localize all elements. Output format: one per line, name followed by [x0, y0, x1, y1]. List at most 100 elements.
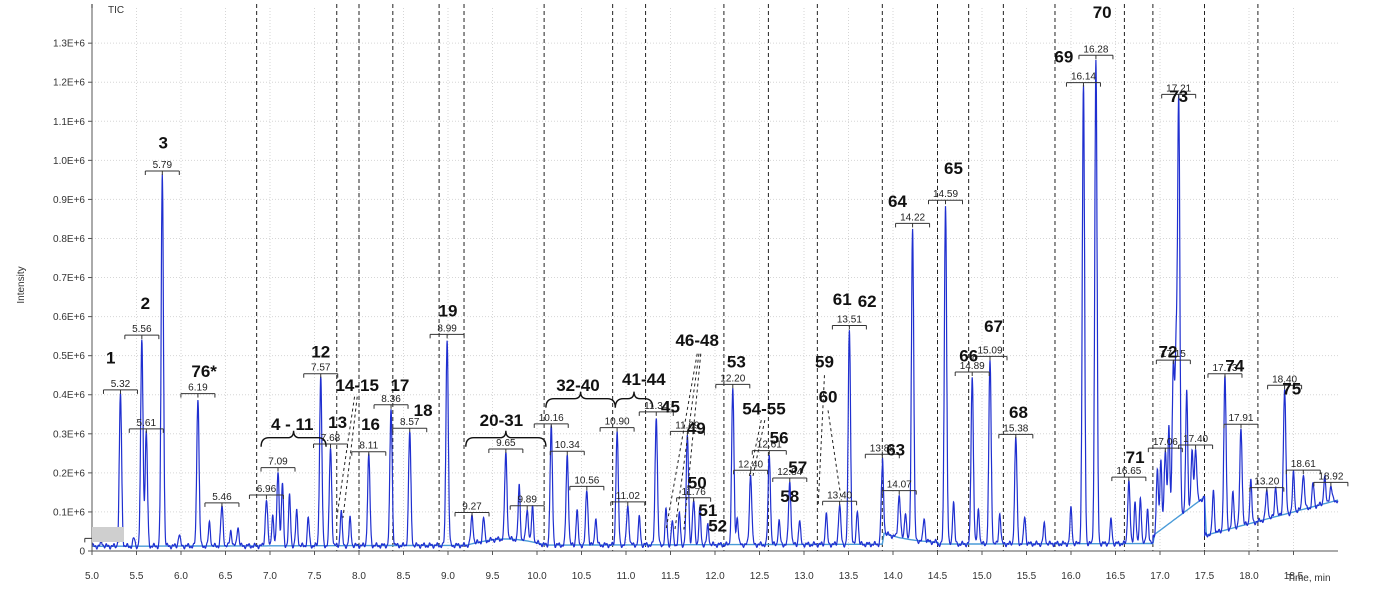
retention-time-marker: 10.90	[599, 417, 635, 432]
retention-time-label: 13.20	[1254, 477, 1279, 488]
leader-line	[336, 396, 356, 518]
y-tick-label: 0.8E+6	[53, 234, 85, 245]
x-tick-label: 17.5	[1195, 571, 1215, 582]
peak-number-label: 63	[886, 440, 905, 459]
peak-number-label: 56	[770, 429, 789, 448]
retention-time-label: 17.06	[1153, 437, 1178, 448]
retention-time-marker: 6.96	[248, 484, 284, 499]
retention-time-label: 8.11	[359, 441, 378, 452]
retention-time-marker: 16.28	[1078, 44, 1114, 60]
retention-time-marker: 10.56	[569, 475, 605, 491]
peak-number-label: 46-48	[675, 331, 718, 350]
retention-time-label: 18.92	[1318, 471, 1343, 482]
start-marker-box	[92, 527, 124, 542]
retention-time-marker: 17.06	[1147, 437, 1183, 453]
retention-time-marker: 5.61	[128, 418, 164, 433]
retention-time-label: 12.40	[738, 459, 763, 470]
x-tick-label: 5.5	[130, 571, 144, 582]
retention-time-marker: 17.40	[1178, 434, 1214, 450]
retention-time-marker: 11.02	[610, 491, 646, 506]
retention-time-marker: 11.69	[669, 420, 705, 436]
retention-time-label: 5.79	[153, 160, 173, 171]
retention-time-marker: 16.14	[1065, 72, 1101, 87]
label-layer: 0 0.1E+6 0.2E+6 0.3E+6 0.4E+6 0.5E+6 0.6E+6 0.7…	[53, 39, 1349, 582]
retention-time-marker: 8.57	[392, 417, 428, 433]
retention-time-marker: 6.19	[180, 383, 216, 398]
retention-time-marker: 14.07	[881, 480, 917, 495]
retention-time-label: 13.88	[870, 443, 895, 454]
retention-time-label: 7.57	[311, 363, 331, 374]
peak-number-label: 58	[780, 487, 799, 506]
retention-time-marker: 11.76	[676, 487, 712, 502]
x-tick-label: 13.5	[839, 571, 859, 582]
y-tick-label: 1.0E+6	[53, 156, 85, 167]
retention-time-marker: 14.22	[895, 212, 931, 228]
peak-number-label: 18	[414, 401, 433, 420]
retention-time-marker: 18.61	[1285, 459, 1321, 475]
peak-number-label: 20-31	[480, 411, 523, 430]
retention-time-label: 13.51	[837, 314, 862, 325]
retention-time-marker: 11.34	[638, 401, 674, 416]
x-tick-label: 10.5	[572, 571, 592, 582]
x-tick-label: 11.0	[617, 571, 636, 582]
leader-line	[342, 396, 358, 518]
peak-number-label: 4 - 11	[271, 415, 314, 434]
retention-time-label: 8.57	[400, 417, 420, 428]
x-tick-label: 14.5	[928, 571, 948, 582]
retention-time-marker: 9.65	[488, 438, 524, 454]
x-tick-label: 7.5	[308, 571, 322, 582]
y-tick-label: 0.4E+6	[53, 390, 85, 401]
retention-time-marker: 13.88	[864, 443, 900, 459]
x-tick-label: 9.0	[441, 571, 455, 582]
retention-time-label: 18.40	[1272, 374, 1297, 385]
x-tick-label: 8.0	[352, 571, 366, 582]
retention-time-marker: 13.20	[1249, 477, 1285, 492]
retention-time-label: 17.73	[1212, 363, 1237, 374]
y-tick-label: 0.3E+6	[53, 429, 85, 440]
peak-number-label: 74	[1225, 356, 1244, 375]
retention-time-marker: 8.36	[373, 394, 409, 409]
chart-title: TIC	[108, 5, 124, 16]
retention-time-label: 14.07	[887, 480, 912, 491]
x-tick-label: 11.5	[661, 571, 680, 582]
retention-time-marker: 12.20	[715, 373, 751, 389]
retention-time-label: 8.36	[381, 394, 401, 405]
retention-time-label: 17.15	[1161, 349, 1186, 360]
x-tick-label: 10.0	[527, 571, 547, 582]
retention-time-label: 9.65	[496, 438, 516, 449]
retention-time-label: 5.32	[111, 379, 131, 390]
retention-time-marker: 5.32	[102, 379, 138, 394]
peak-number-label: 61	[833, 290, 852, 309]
retention-time-label: 6.96	[257, 484, 277, 495]
peak-number-label: 66	[959, 347, 978, 366]
retention-time-label: 9.27	[462, 501, 482, 512]
peak-number-label: 52	[708, 516, 727, 535]
peak-number-label: 3	[158, 134, 167, 153]
x-tick-label: 13.0	[794, 571, 814, 582]
retention-time-marker: 9.89	[509, 495, 545, 510]
retention-time-label: 10.34	[555, 440, 580, 451]
retention-time-marker: 8.11	[351, 441, 387, 456]
retention-time-label: 11.69	[675, 420, 700, 431]
peak-number-label: 64	[888, 192, 907, 211]
peak-number-label: 16	[361, 415, 380, 434]
retention-time-label: 9.89	[517, 495, 537, 506]
peak-number-label: 68	[1009, 403, 1028, 422]
retention-time-marker: 17.21	[1161, 83, 1197, 99]
retention-time-label: 17.40	[1183, 434, 1208, 445]
retention-time-marker: 18.92	[1313, 471, 1349, 487]
x-axis-label: Time, min	[1287, 573, 1331, 584]
retention-time-marker: 16.65	[1111, 466, 1147, 482]
peak-number-label: 60	[819, 388, 838, 407]
peak-number-label: 54-55	[742, 399, 785, 418]
y-tick-label: 1.1E+6	[53, 117, 85, 128]
y-tick-label: 1.2E+6	[53, 78, 85, 89]
retention-time-marker: 10.34	[549, 440, 585, 456]
peak-number-label: 75	[1282, 380, 1301, 399]
x-tick-label: 18.0	[1239, 571, 1259, 582]
y-tick-label: 0.2E+6	[53, 468, 85, 479]
retention-time-marker: 18.40	[1267, 374, 1303, 390]
retention-time-label: 16.14	[1071, 72, 1096, 83]
retention-time-label: 5.56	[132, 324, 152, 335]
